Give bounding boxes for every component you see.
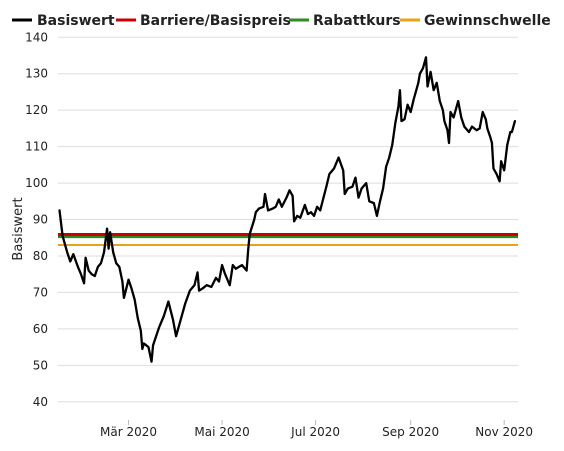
legend-label-barriere: Barriere/Basispreis [140,13,291,29]
y-tick-label: 100 [25,176,48,190]
series-lines [58,56,517,363]
x-tick-label: Nov 2020 [475,425,533,439]
reference-lines [58,232,518,247]
y-axis-title: Basiswert [11,197,26,260]
legend-item-rabattkurs[interactable]: Rabattkurs [289,13,401,29]
y-tick-label: 130 [25,67,48,81]
x-tick-label: Mai 2020 [194,425,249,439]
legend-item-gewinnschwelle[interactable]: Gewinnschwelle [400,13,551,29]
legend-label-gewinnschwelle: Gewinnschwelle [424,13,551,29]
y-tick-label: 120 [25,103,48,117]
y-tick-label: 40 [33,395,48,409]
legend-item-basiswert[interactable]: Basiswert [12,13,115,29]
y-tick-label: 50 [33,358,48,372]
legend: Basiswert Barriere/Basispreis Rabattkurs… [12,13,551,29]
y-tick-label: 70 [33,285,48,299]
x-axis-ticks: Mär 2020 Mai 2020 Jul 2020 Sep 2020 Nov 2020 [100,420,533,439]
gridlines [58,36,518,403]
y-axis-ticks: 40 50 60 70 80 90 100 110 120 130 140 [25,30,48,408]
x-tick-label: Jul 2020 [290,425,340,439]
series-line-basiswert [58,56,517,363]
legend-label-basiswert: Basiswert [37,13,115,29]
x-tick-label: Sep 2020 [382,425,439,439]
y-tick-label: 60 [33,322,48,336]
y-tick-label: 90 [33,213,48,227]
legend-item-barriere[interactable]: Barriere/Basispreis [116,13,291,29]
y-tick-label: 140 [25,30,48,44]
x-tick-label: Mär 2020 [100,425,157,439]
legend-label-rabattkurs: Rabattkurs [313,13,401,29]
y-tick-label: 80 [33,249,48,263]
y-tick-label: 110 [25,140,48,154]
